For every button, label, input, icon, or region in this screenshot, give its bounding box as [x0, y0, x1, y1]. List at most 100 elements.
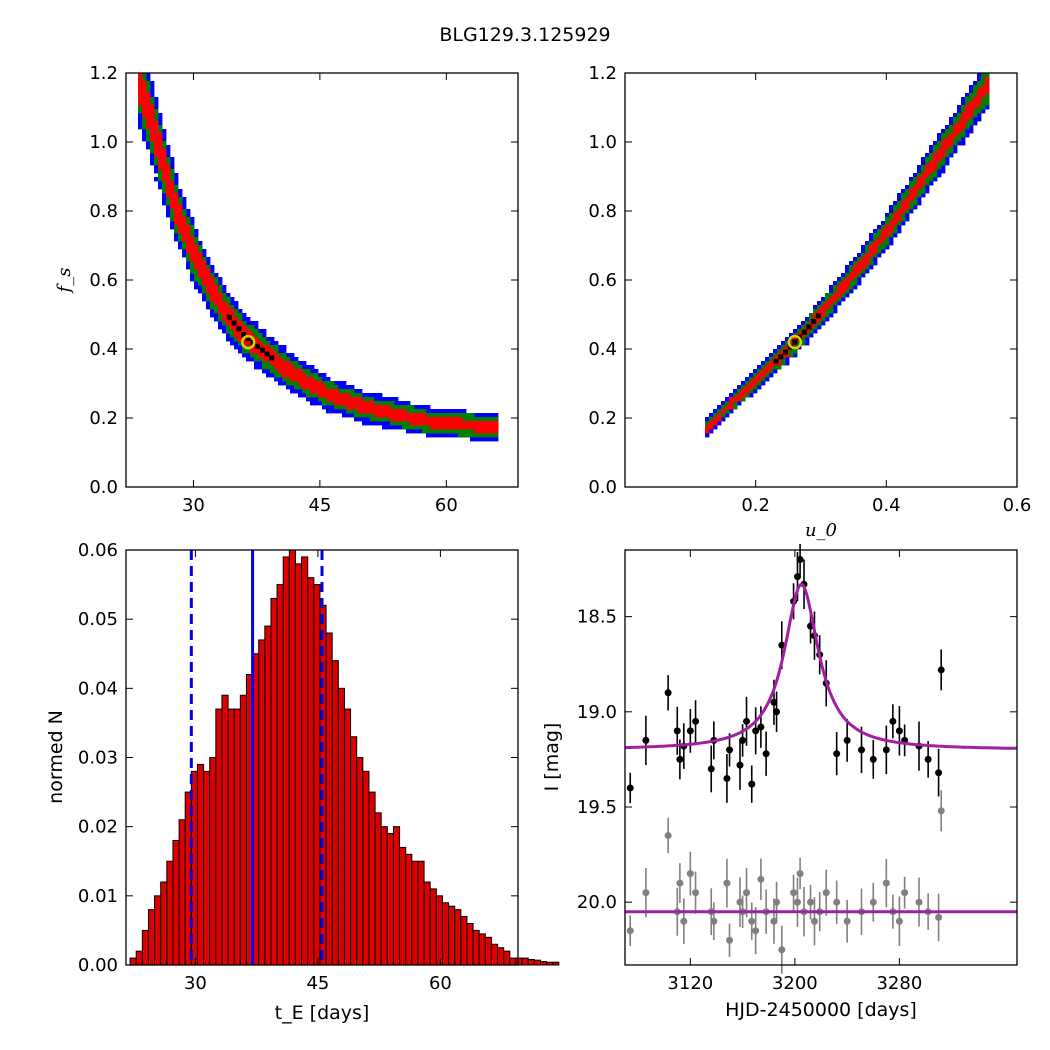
histogram-bar: [441, 902, 450, 966]
contour-outer-cell: [334, 409, 339, 414]
contour-outer-cell: [146, 73, 151, 78]
reference-point: [793, 898, 801, 906]
contour-mid-cell: [881, 241, 886, 246]
contour-mid-cell: [961, 109, 966, 114]
histogram-bar: [454, 909, 462, 966]
contour-outer-cell: [869, 237, 874, 242]
contour-mid-cell: [845, 273, 850, 278]
contour-mid-cell: [761, 377, 766, 382]
contour-outer-cell: [450, 433, 455, 438]
contour-inner-cell: [889, 225, 894, 230]
contour-mid-cell: [865, 265, 870, 270]
contour-outer-cell: [138, 117, 143, 122]
contour-mid-cell: [925, 177, 930, 182]
contour-inner-cell: [282, 365, 287, 370]
contour-inner-cell: [366, 401, 371, 406]
contour-outer-cell: [705, 433, 710, 438]
contour-inner-cell: [937, 149, 942, 154]
contour-mid-cell: [773, 353, 778, 358]
reference-point: [778, 946, 786, 954]
contour-inner-cell: [825, 301, 830, 306]
contour-mid-cell: [190, 269, 195, 274]
contour-mid-cell: [765, 361, 770, 366]
y-tick-label: 0.2: [588, 408, 617, 429]
contour-core-cell: [236, 326, 242, 332]
histogram-bar: [374, 812, 382, 966]
contour-mid-cell: [961, 133, 966, 138]
contour-inner-cell: [150, 125, 155, 130]
contour-outer-cell: [194, 229, 199, 234]
contour-mid-cell: [949, 125, 954, 130]
contour-inner-cell: [238, 321, 243, 326]
contour-inner-cell: [877, 237, 882, 242]
contour-mid-cell: [390, 401, 395, 406]
contour-inner-cell: [258, 353, 263, 358]
contour-inner-cell: [374, 405, 379, 410]
contour-mid-cell: [953, 137, 958, 142]
contour-outer-cell: [877, 253, 882, 258]
histogram-bar: [484, 936, 492, 966]
contour-mid-cell: [302, 369, 307, 374]
contour-outer-cell: [342, 385, 347, 390]
contour-inner-cell: [837, 289, 842, 294]
contour-inner-cell: [286, 365, 291, 370]
contour-mid-cell: [190, 261, 195, 266]
contour-inner-cell: [717, 417, 722, 422]
contour-outer-cell: [350, 385, 355, 390]
contour-outer-cell: [146, 145, 151, 150]
contour-outer-cell: [198, 289, 203, 294]
contour-inner-cell: [350, 397, 355, 402]
contour-mid-cell: [977, 81, 982, 86]
contour-inner-cell: [206, 273, 211, 278]
contour-mid-cell: [929, 157, 934, 162]
contour-inner-cell: [234, 317, 239, 322]
contour-inner-cell: [142, 85, 147, 90]
y-tick-label: 0.01: [78, 886, 118, 907]
histogram-bar: [172, 840, 180, 966]
contour-inner-cell: [470, 425, 475, 430]
contour-inner-cell: [162, 161, 167, 166]
contour-inner-cell: [446, 421, 451, 426]
contour-inner-cell: [913, 185, 918, 190]
contour-mid-cell: [266, 361, 271, 366]
contour-outer-cell: [925, 153, 930, 158]
contour-inner-cell: [933, 165, 938, 170]
contour-mid-cell: [929, 153, 934, 158]
contour-inner-cell: [154, 121, 159, 126]
contour-outer-cell: [821, 297, 826, 302]
contour-outer-cell: [969, 85, 974, 90]
data-point: [676, 755, 684, 763]
contour-inner-cell: [705, 429, 710, 434]
contour-mid-cell: [406, 421, 411, 426]
contour-outer-cell: [937, 137, 942, 142]
contour-mid-cell: [362, 413, 367, 418]
contour-outer-cell: [869, 233, 874, 238]
contour-mid-cell: [358, 413, 363, 418]
contour-inner-cell: [190, 237, 195, 242]
contour-inner-cell: [318, 381, 323, 386]
contour-outer-cell: [454, 409, 459, 414]
contour-mid-cell: [294, 381, 299, 386]
contour-outer-cell: [182, 205, 187, 210]
contour-inner-cell: [749, 385, 754, 390]
axes-fs-te: 30 45 600.00.20.40.60.81.01.2f_s: [54, 63, 519, 516]
reference-point: [796, 870, 804, 878]
contour-core-cell: [245, 336, 251, 342]
reference-point: [626, 927, 634, 935]
contour-inner-cell: [166, 177, 171, 182]
contour-outer-cell: [889, 241, 894, 246]
y-axis-label: f_s: [54, 268, 75, 295]
contour-inner-cell: [957, 121, 962, 126]
contour-mid-cell: [350, 389, 355, 394]
contour-inner-cell: [454, 421, 459, 426]
contour-mid-cell: [466, 413, 471, 418]
panel-fs-vs-u0: 0.2 0.4 0.60.00.20.40.60.81.01.2u_0: [588, 63, 1031, 541]
contour-outer-cell: [362, 417, 367, 422]
contour-inner-cell: [166, 169, 171, 174]
contour-outer-cell: [354, 417, 359, 422]
contour-inner-cell: [154, 141, 159, 146]
contour-mid-cell: [793, 349, 798, 354]
contour-inner-cell: [374, 413, 379, 418]
contour-inner-cell: [238, 333, 243, 338]
contour-outer-cell: [825, 317, 830, 322]
